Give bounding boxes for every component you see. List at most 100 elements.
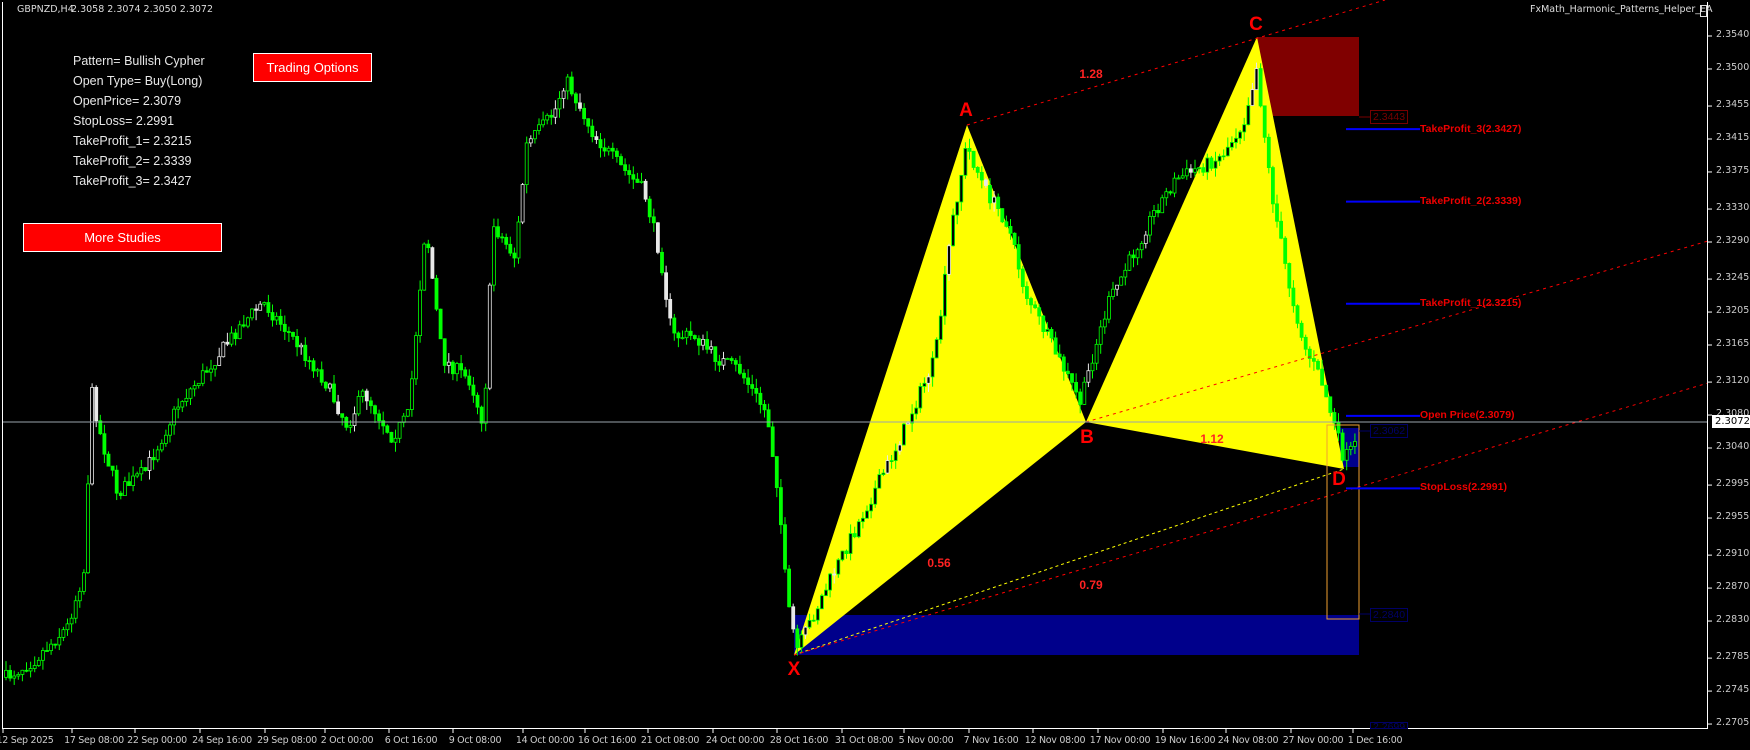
candle-body	[590, 125, 595, 138]
candle-body	[1070, 373, 1074, 383]
candle-body	[204, 370, 209, 373]
candle-body	[1000, 208, 1005, 223]
price-axis-label: 2.2745	[1716, 684, 1750, 696]
trading-options-button[interactable]: Trading Options	[253, 53, 372, 82]
time-axis-label: 24 Nov 08:00	[1217, 735, 1279, 746]
stop-loss-label: StopLoss(2.2991)	[1420, 481, 1507, 493]
candle-body	[262, 302, 267, 305]
info-line: TakeProfit_3= 2.3427	[73, 174, 192, 188]
candle-body	[1143, 234, 1148, 244]
bottom-zone-price-label: 2.2699	[1370, 722, 1409, 729]
candle-body	[619, 156, 623, 166]
info-line: StopLoss= 2.2991	[73, 114, 175, 128]
candle-body	[1016, 244, 1021, 270]
candle-body	[364, 390, 369, 402]
candle-body	[143, 467, 148, 471]
candle-body	[1238, 131, 1242, 139]
candle-body	[1230, 142, 1234, 148]
candle-body	[1340, 432, 1345, 461]
candle-body	[1168, 191, 1173, 194]
time-axis-label: 24 Sep 16:00	[192, 735, 252, 746]
ac-dashed-line	[966, 0, 1386, 126]
xab-triangle	[794, 125, 1086, 655]
candle-body	[1152, 210, 1156, 217]
candle-body	[582, 107, 586, 120]
candle-body	[537, 124, 541, 131]
candle-body	[491, 226, 496, 286]
candle-body	[1205, 157, 1210, 173]
b-parallel-dashed-line	[1085, 240, 1709, 423]
candle-body	[135, 473, 140, 477]
candle-body	[381, 420, 386, 427]
candle-body	[906, 422, 910, 425]
candle-body	[738, 363, 742, 374]
candle-body	[266, 302, 271, 313]
ratio-xab: 0.56	[927, 556, 951, 570]
ea-close-icon[interactable]	[1700, 5, 1707, 17]
candle-body	[631, 174, 636, 180]
candle-body	[606, 147, 611, 152]
candle-body	[1283, 237, 1288, 264]
candle-body	[45, 650, 49, 652]
candle-body	[1312, 358, 1316, 362]
candle-body	[844, 550, 849, 554]
candle-body	[881, 472, 886, 476]
candle-body	[360, 390, 365, 397]
candle-body	[270, 312, 275, 321]
more-studies-button[interactable]: More Studies	[23, 223, 222, 252]
candle-body	[1176, 177, 1181, 180]
candle-body	[348, 425, 353, 428]
candle-body	[992, 196, 996, 204]
candle-body	[1053, 337, 1058, 355]
candle-body	[1197, 167, 1201, 170]
candle-body	[102, 433, 107, 455]
time-axis-label: 6 Oct 16:00	[384, 735, 438, 746]
candle-body	[139, 467, 144, 475]
time-axis-label: 29 Sep 08:00	[257, 735, 317, 746]
candle-body	[684, 330, 689, 339]
price-axis-label: 2.3040	[1716, 441, 1750, 452]
price-axis-label: 2.2705	[1716, 717, 1750, 729]
candle-body	[422, 243, 427, 291]
candle-body	[258, 303, 263, 311]
candle-body	[1246, 105, 1251, 126]
price-axis-label: 2.3330	[1716, 202, 1750, 214]
candle-body	[455, 363, 459, 375]
candle-body	[1094, 343, 1099, 364]
candle-body	[856, 521, 861, 538]
candle-body	[1135, 249, 1140, 259]
candle-body	[192, 385, 197, 390]
candle-body	[979, 171, 984, 181]
candle-body	[1221, 155, 1226, 158]
candle-body	[799, 634, 804, 648]
time-axis-label: 2 Oct 00:00	[320, 735, 374, 746]
candle-body	[660, 251, 664, 274]
symbol-timeframe: GBPNZD,H4	[17, 4, 74, 15]
point-a-label: A	[959, 100, 973, 121]
candle-body	[779, 487, 783, 526]
candle-body	[1045, 329, 1050, 332]
candle-body	[1324, 384, 1329, 398]
candle-body	[725, 358, 730, 360]
candle-body	[520, 184, 525, 223]
candle-body	[1107, 296, 1111, 320]
candle-body	[41, 650, 45, 661]
candle-body	[49, 643, 53, 652]
candle-body	[1127, 254, 1132, 271]
candle-body	[463, 369, 468, 377]
candle-body	[1025, 286, 1029, 299]
candle-body	[635, 178, 640, 183]
candle-body	[418, 289, 423, 337]
info-line: Pattern= Bullish Cypher	[73, 54, 205, 68]
candle-body	[414, 335, 418, 380]
candle-body	[1041, 315, 1046, 332]
candle-body	[885, 460, 890, 474]
candle-body	[733, 360, 738, 365]
chart-frame	[2, 2, 1708, 729]
candle-body	[86, 483, 90, 574]
candle-body	[1320, 368, 1324, 386]
candle-body	[217, 356, 222, 366]
candle-body	[196, 382, 201, 386]
candle-body	[975, 167, 980, 173]
